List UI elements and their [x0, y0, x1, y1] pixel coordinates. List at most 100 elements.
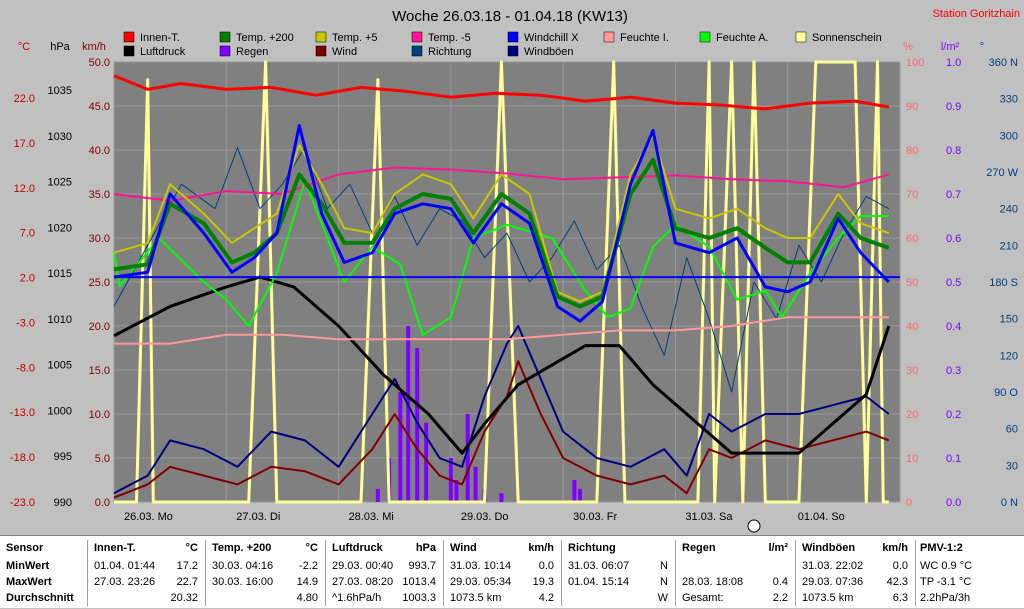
rain-tick-label: 1.0	[946, 57, 961, 69]
series-line-windchill-x	[113, 124, 890, 323]
temp-tick-label: -18.0	[10, 452, 35, 464]
stats-richtung-min-val: N	[660, 560, 668, 572]
wind-tick-label: 5.0	[95, 453, 110, 465]
wind-tick-label: 30.0	[89, 233, 110, 245]
humidity-tick-label: 70	[906, 189, 918, 201]
legend-swatch	[699, 31, 711, 43]
temp-tick-label: -3.0	[16, 317, 35, 329]
stats-innen-avg: 20.32	[170, 592, 198, 604]
stats-separator	[561, 540, 562, 606]
stats-separator	[795, 540, 796, 606]
direction-tick-label: 60	[1006, 424, 1018, 436]
wind-tick-label: 25.0	[89, 277, 110, 289]
legend-swatch	[123, 45, 135, 57]
direction-tick-label: 0 N	[1001, 497, 1018, 509]
direction-tick-label: 30	[1006, 460, 1018, 472]
rain-bar	[577, 488, 582, 502]
pressure-tick-label: 1015	[48, 268, 72, 280]
direction-tick-label: 270 W	[986, 167, 1018, 179]
legend-swatch	[411, 45, 423, 57]
rain-tick-label: 0.2	[946, 409, 961, 421]
rain-tick-label: 0.6	[946, 233, 961, 245]
legend-label: Temp. +200	[236, 32, 294, 44]
unit-deg-label: °	[980, 41, 984, 53]
stats-pmv: PMV-1:2 WC 0.9 °C TP -3.1 °C 2.2hPa/3h	[918, 536, 1022, 609]
pressure-tick-label: 1000	[48, 405, 72, 417]
wind-tick-label: 35.0	[89, 189, 110, 201]
stats-wind-min-time: 31.03. 10:14	[450, 560, 512, 572]
rain-tick-label: 0.3	[946, 365, 961, 377]
rain-bar	[398, 392, 403, 502]
stats-temp200-max-val: 14.9	[296, 576, 318, 588]
stats-wind-title: Wind	[450, 542, 477, 554]
pressure-tick-label: 1020	[48, 222, 72, 234]
pressure-tick-label: 1005	[48, 360, 72, 372]
legend-label: Innen-T.	[140, 32, 180, 44]
stats-wind-avg-label: 1073.5 km	[450, 592, 502, 604]
stats-pmv-title: PMV-1:2	[920, 542, 963, 554]
stats-druck-avg-label: ^1.6hPa/h	[332, 592, 382, 604]
unit-kmh-label: km/h	[82, 41, 106, 53]
pressure-tick-label: 995	[54, 451, 72, 463]
legend-swatch	[795, 31, 807, 43]
rain-bar	[499, 493, 504, 502]
legend-label: Sonnenschein	[812, 32, 882, 44]
series-line-feuchte-a-	[113, 179, 889, 336]
stats-labels: Sensor MinWert MaxWert Durchschnitt	[0, 536, 86, 609]
rain-tick-label: 0.1	[946, 453, 961, 465]
temp-tick-label: 12.0	[14, 183, 35, 195]
day-tick-label: 26.03. Mo	[124, 511, 173, 523]
stats-pmv-avg: 2.2hPa/3h	[920, 592, 971, 604]
stats-druck: Luftdruck hPa 29.03. 00:40 993.7 27.03. …	[328, 536, 440, 609]
stats-temp200-avg: 4.80	[296, 592, 318, 604]
stats-label-sensor: Sensor	[6, 542, 44, 554]
stats-regen-max-time: 28.03. 18:08	[682, 576, 744, 588]
humidity-tick-label: 40	[906, 321, 918, 333]
legend-label: Feuchte A.	[716, 32, 769, 44]
pressure-tick-label: 1030	[48, 131, 72, 143]
legend-label: Wind	[332, 46, 357, 58]
legend-swatch	[219, 31, 231, 43]
stats-wind-max-time: 29.03. 05:34	[450, 576, 512, 588]
stats-regen-title: Regen	[682, 542, 716, 554]
stats-boeen-title: Windböen	[802, 542, 856, 554]
direction-tick-label: 300	[1000, 130, 1018, 142]
wind-tick-label: 0.0	[95, 497, 110, 509]
humidity-tick-label: 100	[906, 57, 924, 69]
temp-tick-label: -13.0	[10, 407, 35, 419]
stats-druck-max-time: 27.03. 08:20	[332, 576, 394, 588]
series-group	[113, 60, 900, 504]
day-tick-label: 29.03. Do	[461, 511, 509, 523]
stats-innen-max-val: 22.7	[176, 576, 198, 588]
stats-separator	[87, 540, 88, 606]
legend-swatch	[123, 31, 135, 43]
stats-wind-min-val: 0.0	[538, 560, 554, 572]
stats-richtung-min-time: 31.03. 06:07	[568, 560, 630, 572]
stats-boeen-max-val: 42.3	[886, 576, 908, 588]
chart-title: Woche 26.03.18 - 01.04.18 (KW13)	[392, 8, 628, 25]
wind-tick-label: 10.0	[89, 409, 110, 421]
stats-temp200: Temp. +200 °C 30.03. 04:16 -2.2 30.03. 1…	[208, 536, 322, 609]
direction-tick-label: 120	[1000, 350, 1018, 362]
stats-temp200-min-val: -2.2	[299, 560, 318, 572]
stats-temp200-max-time: 30.03. 16:00	[212, 576, 274, 588]
day-tick-label: 01.04. So	[798, 511, 845, 523]
stats-separator	[325, 540, 326, 606]
humidity-tick-label: 90	[906, 101, 918, 113]
temp-tick-label: 7.0	[20, 228, 35, 240]
series-line-temp-5	[113, 166, 890, 202]
pressure-tick-label: 1025	[48, 177, 72, 189]
stats-druck-max-val: 1013.4	[402, 576, 436, 588]
day-tick-label: 31.03. Sa	[685, 511, 733, 523]
wind-tick-label: 40.0	[89, 145, 110, 157]
stats-innen: Innen-T. °C 01.04. 01:44 17.2 27.03. 23:…	[90, 536, 202, 609]
legend-swatch	[411, 31, 423, 43]
stats-panel: Sensor MinWert MaxWert Durchschnitt Inne…	[0, 535, 1024, 608]
time-marker-handle[interactable]	[747, 519, 761, 533]
stats-boeen-max-time: 29.03. 07:36	[802, 576, 864, 588]
pressure-tick-label: 1035	[48, 85, 72, 97]
direction-tick-label: 360 N	[989, 57, 1018, 69]
series-line-innen-t-	[113, 74, 890, 111]
rain-bar	[465, 414, 470, 502]
rain-tick-label: 0.7	[946, 189, 961, 201]
